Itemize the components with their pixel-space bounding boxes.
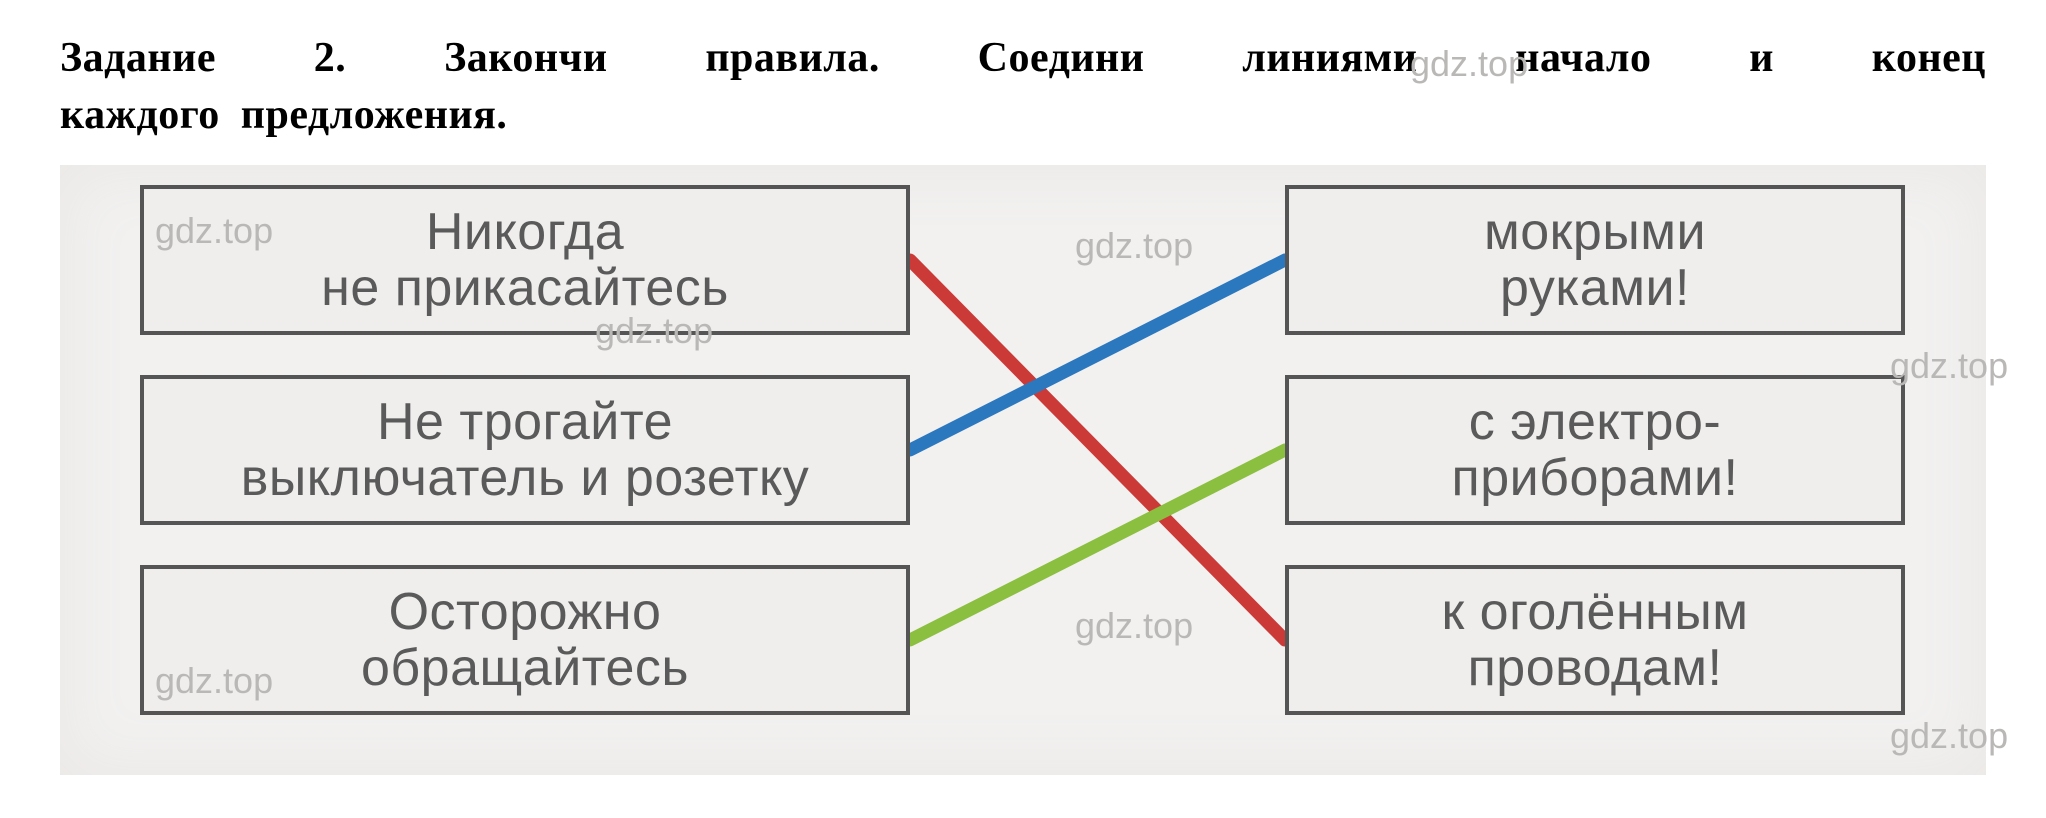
- box-text-line: проводам!: [1468, 640, 1723, 696]
- box-text-line: Не трогайте: [377, 394, 673, 450]
- box-text-line: руками!: [1500, 260, 1690, 316]
- watermark: gdz.top: [1075, 605, 1193, 647]
- box-text-line: к оголённым: [1441, 584, 1748, 640]
- box-text-line: приборами!: [1452, 450, 1739, 506]
- page: Задание 2. Закончи правила. Соедини лини…: [0, 0, 2046, 818]
- left-box-l1: Никогдане прикасайтесь: [140, 185, 910, 335]
- right-box-r2: с электро-приборами!: [1285, 375, 1905, 525]
- box-text-line: не прикасайтесь: [321, 260, 729, 316]
- matching-panel: Никогдане прикасайтесь Не трогайтевыключа…: [60, 165, 1986, 775]
- match-line: [910, 260, 1285, 450]
- heading-line-1: Задание 2. Закончи правила. Соедини лини…: [60, 30, 1986, 87]
- box-text-line: мокрыми: [1484, 204, 1706, 260]
- match-line: [910, 450, 1285, 640]
- task-heading: Задание 2. Закончи правила. Соедини лини…: [60, 30, 1986, 143]
- right-box-r1: мокрымируками!: [1285, 185, 1905, 335]
- box-text-line: Осторожно: [389, 584, 662, 640]
- watermark: gdz.top: [1890, 345, 2008, 387]
- box-text-line: с электро-: [1469, 394, 1721, 450]
- box-text-line: выключатель и розетку: [241, 450, 810, 506]
- box-text-line: обращайтесь: [361, 640, 689, 696]
- watermark: gdz.top: [1075, 225, 1193, 267]
- box-text-line: Никогда: [426, 204, 624, 260]
- left-box-l2: Не трогайтевыключатель и розетку: [140, 375, 910, 525]
- heading-line-2: каждого предложения.: [60, 87, 1986, 144]
- right-box-r3: к оголённымпроводам!: [1285, 565, 1905, 715]
- match-line: [910, 260, 1285, 640]
- left-box-l3: Осторожнообращайтесь: [140, 565, 910, 715]
- watermark: gdz.top: [1890, 715, 2008, 757]
